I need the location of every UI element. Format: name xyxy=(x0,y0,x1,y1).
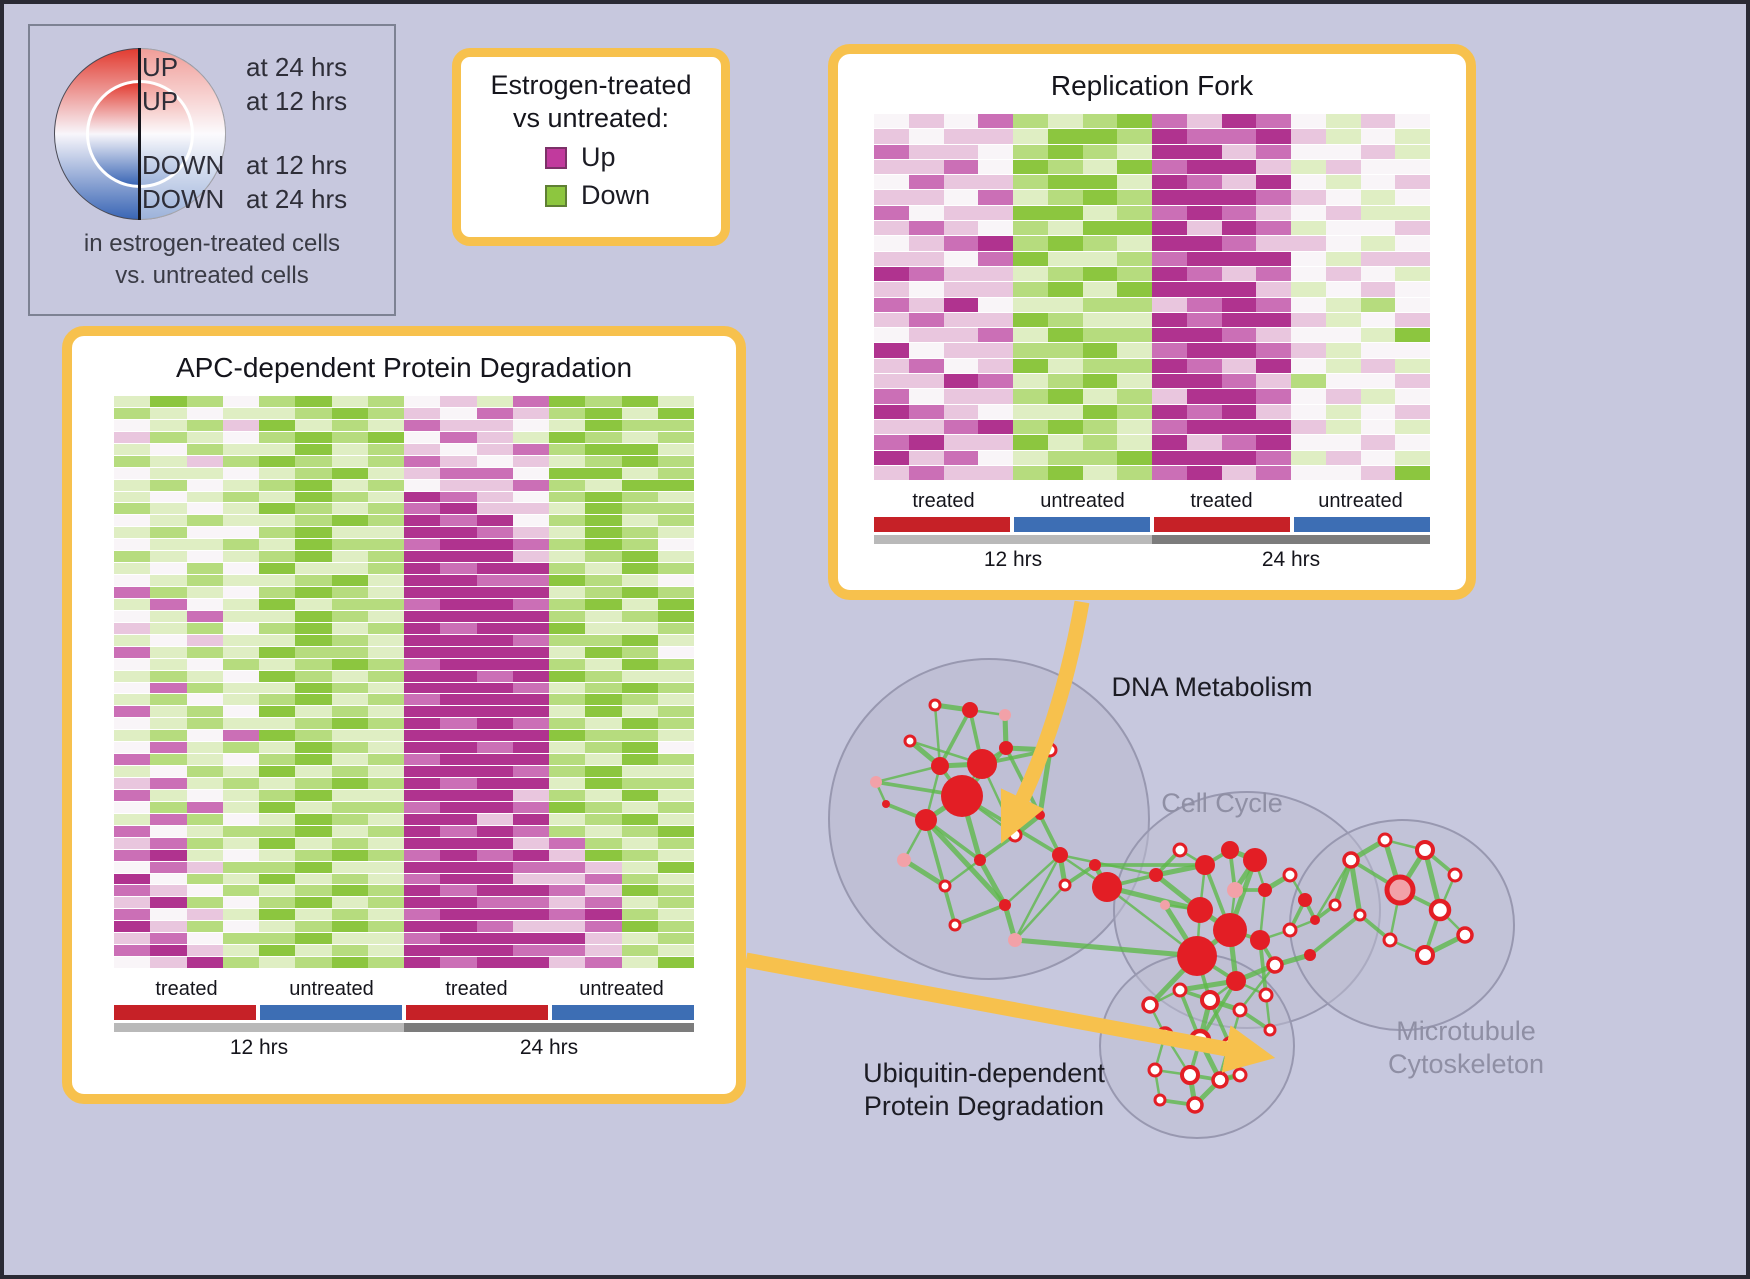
legend-row-down-12: DOWN at 12 hrs xyxy=(142,150,347,181)
group-labels: treated untreated treated untreated xyxy=(874,490,1430,513)
apc-degradation-panel: APC-dependent Protein Degradation treate… xyxy=(62,326,746,1104)
group-label: untreated xyxy=(1318,490,1403,512)
group-labels: treated untreated treated untreated xyxy=(114,978,694,1001)
svg-text:Microtubule: Microtubule xyxy=(1396,1016,1536,1046)
legend-time: at 12 hrs xyxy=(246,150,348,180)
time-labels: 12 hrs 24 hrs xyxy=(874,548,1430,572)
svg-text:Protein Degradation: Protein Degradation xyxy=(864,1091,1104,1121)
time-span-bar xyxy=(114,1023,694,1032)
gradient-circle-diagram xyxy=(54,48,226,220)
time-span-bar xyxy=(874,535,1430,544)
svg-text:Ubiquitin-dependent: Ubiquitin-dependent xyxy=(863,1058,1105,1088)
legend-word: DOWN xyxy=(142,184,225,214)
group-label: untreated xyxy=(579,978,664,1000)
replication-fork-panel: Replication Fork treated untreated treat… xyxy=(828,44,1476,600)
time-label-24: 24 hrs xyxy=(519,1036,579,1059)
up-swatch xyxy=(545,146,567,169)
legend-time: at 12 hrs xyxy=(246,86,348,116)
treated-bar-segment xyxy=(874,517,1010,532)
treated-bar-segment xyxy=(406,1005,548,1020)
untreated-bar-segment xyxy=(260,1005,402,1020)
svg-text:Cytoskeleton: Cytoskeleton xyxy=(1388,1049,1544,1079)
treated-bar-segment xyxy=(114,1005,256,1020)
legend-word: UP xyxy=(142,52,179,82)
legend-item-down: Down xyxy=(545,180,721,211)
span-12hrs xyxy=(114,1023,404,1032)
estrogen-legend-title-line2: vs untreated: xyxy=(512,103,670,133)
untreated-bar-segment xyxy=(552,1005,694,1020)
time-label-24: 24 hrs xyxy=(1261,548,1321,571)
time-labels: 12 hrs 24 hrs xyxy=(114,1036,694,1060)
legend-time: at 24 hrs xyxy=(246,52,348,82)
time-label-12: 12 hrs xyxy=(983,548,1043,571)
apc-heatmap xyxy=(114,396,694,968)
network-edges xyxy=(874,702,1467,1107)
group-label: untreated xyxy=(1040,490,1125,512)
legend-word: UP xyxy=(142,86,179,116)
untreated-bar-segment xyxy=(1294,517,1430,532)
up-label: Up xyxy=(581,142,616,172)
span-24hrs xyxy=(1152,535,1430,544)
group-label: treated xyxy=(445,978,508,1000)
span-24hrs xyxy=(404,1023,694,1032)
orange-arrows xyxy=(744,600,1276,1073)
span-12hrs xyxy=(874,535,1152,544)
updown-legend-box: UP at 24 hrs UP at 12 hrs DOWN at 12 hrs DO… xyxy=(28,24,396,316)
network-nodes xyxy=(870,698,1474,1114)
treated-untreated-bar xyxy=(114,1005,694,1020)
replication-heatmap xyxy=(874,114,1430,481)
legend-row-up-24: UP at 24 hrs xyxy=(142,52,347,83)
estrogen-legend-title-line1: Estrogen-treated xyxy=(490,70,692,100)
panel-title: Replication Fork xyxy=(1050,70,1254,101)
legend-footer-line2: vs. untreated cells xyxy=(115,262,309,289)
legend-footer-line1: in estrogen-treated cells xyxy=(83,230,341,257)
legend-item-up: Up xyxy=(545,142,721,173)
legend-time: at 24 hrs xyxy=(246,184,348,214)
untreated-bar-segment xyxy=(1014,517,1150,532)
group-label: treated xyxy=(1190,490,1253,512)
legend-row-up-12: UP at 12 hrs xyxy=(142,86,347,117)
treated-untreated-bar xyxy=(874,517,1430,532)
panel-title: APC-dependent Protein Degradation xyxy=(175,352,633,383)
circle-divider-line xyxy=(138,48,141,220)
cluster-labels: DNA Metabolism Cell Cycle MicrotubuleCytos… xyxy=(863,672,1544,1121)
treated-bar-segment xyxy=(1154,517,1290,532)
svg-text:Cell Cycle: Cell Cycle xyxy=(1161,788,1283,818)
legend-word: DOWN xyxy=(142,150,225,180)
legend-row-down-24: DOWN at 24 hrs xyxy=(142,184,347,215)
group-label: untreated xyxy=(289,978,374,1000)
svg-text:DNA Metabolism: DNA Metabolism xyxy=(1111,672,1312,702)
group-label: treated xyxy=(155,978,218,1000)
down-swatch xyxy=(545,184,567,207)
time-label-12: 12 hrs xyxy=(229,1036,289,1059)
group-label: treated xyxy=(912,490,975,512)
estrogen-legend-box: Estrogen-treated vs untreated: Up Down xyxy=(452,48,730,246)
down-label: Down xyxy=(581,180,651,210)
cluster-ellipses xyxy=(828,658,1515,1139)
